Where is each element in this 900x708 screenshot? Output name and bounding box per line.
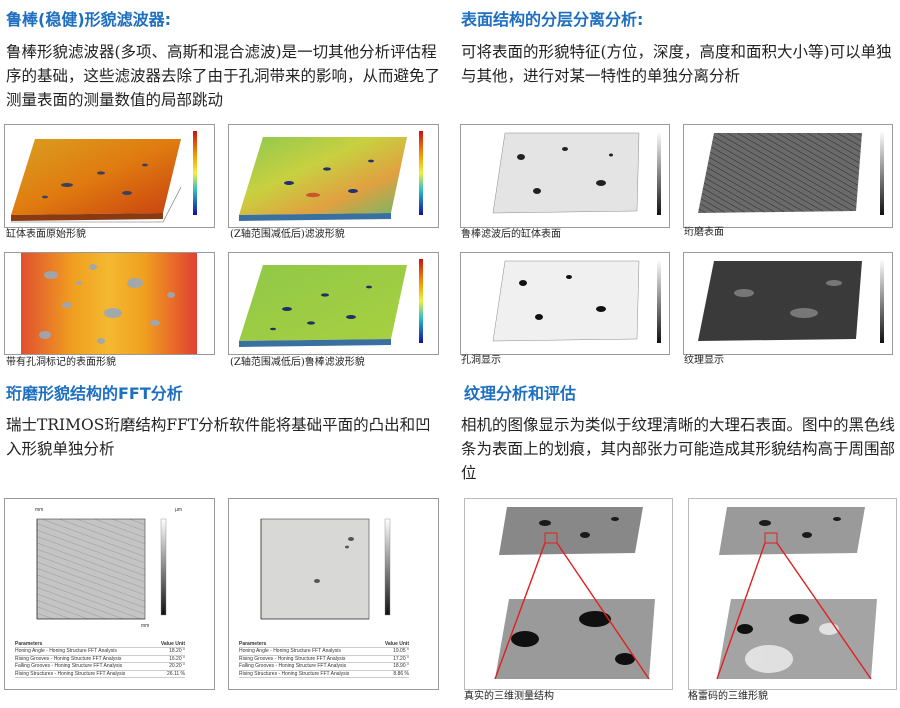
fft-parameters-table: Parameters Value Unit Honing Angle - Honi…: [15, 641, 185, 679]
fft-colorbar-unit-label: µm: [175, 507, 183, 513]
caption-honing-surface: 珩磨表面: [684, 227, 724, 238]
table-cell: Honing Angle - Honing Structure FFT Anal…: [15, 648, 117, 655]
table-cell: 19.05 °: [393, 648, 409, 655]
section-body-robust-filter: 鲁棒形貌滤波器(多项、高斯和混合滤波)是一切其他分析评估程序的基础，这些滤波器去…: [6, 43, 441, 109]
surface-filtered-image: [228, 124, 439, 228]
table-cell: Rising Grooves - Honing Structure FFT An…: [239, 655, 346, 662]
section-body-layer-separation: 可将表面的形貌特征(方位，深度，高度和面积大小等)可以单独与其他，进行对某一特性…: [461, 43, 892, 85]
caption-graycode-3d: 格雷码的三维形貌: [688, 691, 768, 702]
fft-parameters-table: Parameters Value Unit Honing Angle - Honi…: [239, 641, 409, 679]
caption-surface-original: 缸体表面原始形貌: [6, 229, 86, 240]
caption-holes: 孔洞显示: [461, 355, 501, 366]
table-cell: 8.86 %: [393, 670, 409, 677]
table-cell: 16.20 °: [169, 655, 185, 662]
table-cell: Rising Structures - Honing Structure FFT…: [15, 670, 126, 677]
table-header-parameters: Parameters: [239, 641, 267, 647]
caption-real-3d: 真实的三维测量结构: [464, 691, 554, 702]
fft-axis-unit-label: mm: [35, 507, 44, 513]
fft-honing-rising-image: mm µm mm Parameters Value Unit Honing Ang…: [4, 498, 215, 690]
section-title-layer-separation: 表面结构的分层分离分析:: [461, 10, 644, 29]
section-body-fft: 瑞士TRIMOS珩磨结构FFT分析软件能将基础平面的凸出和凹入形貌单独分析: [6, 416, 431, 458]
table-cell: Honing Angle - Honing Structure FFT Anal…: [239, 648, 341, 655]
section-title-fft: 珩磨形貌结构的FFT分析: [6, 384, 183, 403]
caption-cylinder-filtered: 鲁棒滤波后的缸体表面: [461, 229, 561, 240]
table-cell: Rising Grooves - Honing Structure FFT An…: [15, 655, 122, 662]
fft-x-unit-label: mm: [141, 623, 150, 629]
surface-robust-filtered-image: [228, 252, 439, 355]
table-cell: 17.20 °: [393, 655, 409, 662]
table-cell: Rising Structures - Honing Structure FFT…: [239, 670, 350, 677]
texture-graycode-3d-image: [688, 498, 897, 690]
table-cell: Falling Grooves - Honing Structure FFT A…: [15, 663, 123, 670]
table-header-value-unit: Value Unit: [384, 641, 409, 647]
caption-surface-filtered: (Z轴范围减低后)滤波形貌: [230, 229, 345, 240]
table-header-value-unit: Value Unit: [160, 641, 185, 647]
caption-texture: 纹理显示: [684, 355, 724, 366]
table-header-parameters: Parameters: [15, 641, 43, 647]
surface-texture-image: [683, 252, 893, 355]
surface-original-image: [4, 124, 215, 228]
surface-cylinder-filtered-image: [460, 124, 670, 228]
texture-3d-measurement-image: [464, 498, 673, 690]
surface-honing-image: [683, 124, 893, 228]
surface-holes-image: [460, 252, 670, 355]
table-cell: 18.20 °: [169, 648, 185, 655]
table-cell: 18.90 °: [393, 663, 409, 670]
fft-honing-falling-image: Parameters Value Unit Honing Angle - Honi…: [228, 498, 439, 690]
table-cell: 20.20 °: [169, 663, 185, 670]
table-cell: 26.11 %: [167, 670, 185, 677]
section-body-texture-analysis: 相机的图像显示为类似于纹理清晰的大理石表面。图中的黑色线条为表面上的划痕，其内部…: [461, 416, 896, 482]
table-cell: Falling Grooves - Honing Structure FFT A…: [239, 663, 347, 670]
section-title-robust-filter: 鲁棒(稳健)形貌滤波器:: [6, 10, 172, 29]
surface-holes-marked-image: [4, 252, 215, 355]
section-title-texture-analysis: 纹理分析和评估: [464, 384, 577, 403]
caption-surface-robust-filtered: (Z轴范围减低后)鲁棒滤波形貌: [230, 357, 365, 368]
caption-surface-holes-marked: 带有孔洞标记的表面形貌: [6, 357, 116, 368]
